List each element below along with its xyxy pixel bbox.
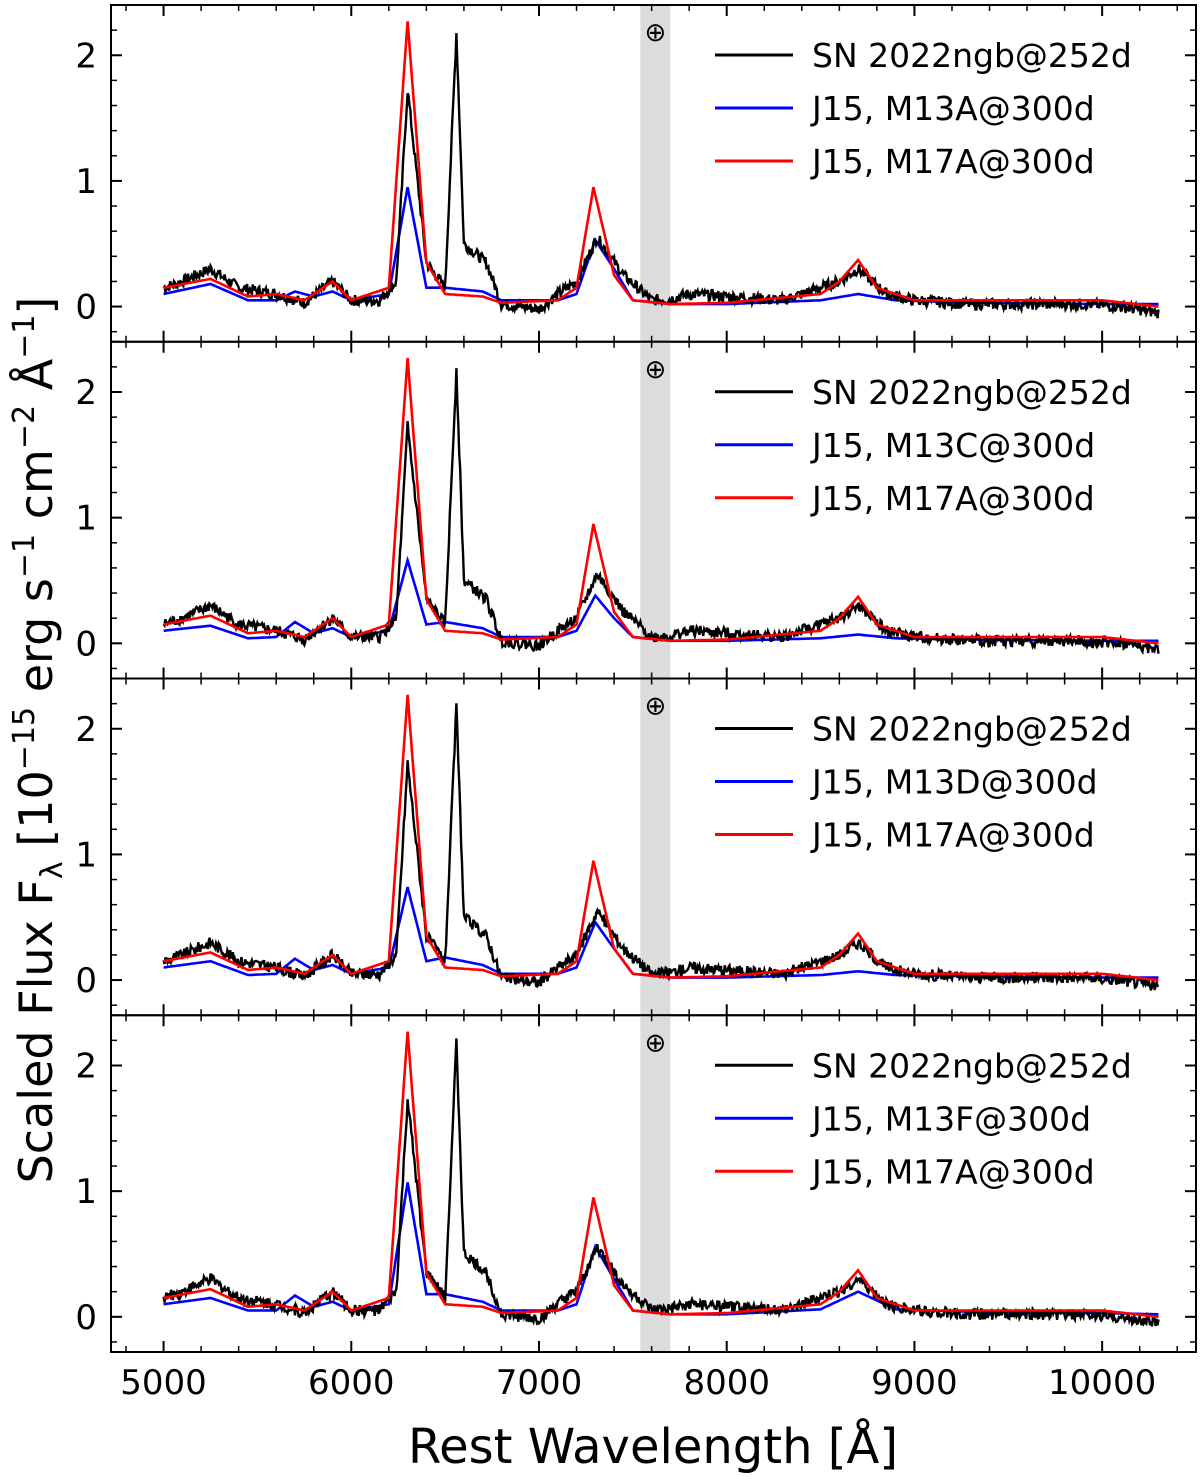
series-group [162,694,1160,991]
panel-frame [110,1014,1197,1353]
y-label-exp-c: −2 [7,405,42,449]
legend: SN 2022ngb@252d J15, M13F@300d J15, M17A@3… [715,1046,1132,1191]
y-label-exp-a: −15 [7,707,42,770]
x-tick-label: 10000 [1048,1363,1156,1403]
series-group [162,21,1160,319]
x-tick-label: 6000 [308,1363,395,1403]
telluric-marker: ⊕ [644,1028,666,1058]
legend-label: J15, M17A@300d [810,479,1095,518]
panel-3: ⊕ 0 1 2 SN 2022ngb@252d J15, M13D@300d J15, M1… [75,677,1197,1017]
y-label-unit-d: Å [9,358,63,405]
y-label-exp-b: −1 [7,534,42,578]
y-tick-label: 0 [75,961,97,1001]
y-axis-label: Scaled Flux Fλ [10−15 erg s−1 cm−2 Å−1] [7,297,70,1184]
telluric-band [640,341,671,679]
series-group [162,1031,1160,1328]
legend-label: SN 2022ngb@252d [812,710,1132,749]
telluric-band [640,678,671,1016]
y-tick-label: 0 [75,624,97,664]
telluric-marker: ⊕ [644,18,666,48]
y-tick-label: 2 [75,373,97,413]
legend-label: J15, M17A@300d [810,1152,1095,1191]
series-model-b-line [163,694,1159,982]
y-tick-label: 0 [75,1298,97,1338]
series-observed-line [162,1038,1160,1328]
x-tick-label: 5000 [120,1363,207,1403]
series-model-b-line [163,1031,1159,1319]
y-tick-label: 2 [75,1047,97,1087]
y-label-sub: λ [35,861,70,879]
legend: SN 2022ngb@252d J15, M13C@300d J15, M17A@3… [715,373,1132,518]
telluric-band [640,5,671,342]
y-label-exp-d: −1 [7,315,42,359]
y-label-unit-e: ] [9,297,63,315]
y-tick-label: 2 [75,710,97,750]
legend-label: J15, M13D@300d [810,763,1098,802]
legend-label: SN 2022ngb@252d [812,373,1132,412]
series-observed-line [162,368,1160,656]
legend-label: J15, M17A@300d [810,142,1095,181]
telluric-marker: ⊕ [644,692,666,722]
panel-4: ⊕ 0 1 2 SN 2022ngb@252d J15, M13F@300d J15, M1… [75,1014,1197,1403]
legend-label: J15, M17A@300d [810,816,1095,855]
x-tick-label: 8000 [683,1363,770,1403]
series-model-b-line [163,21,1159,308]
legend-label: SN 2022ngb@252d [812,1046,1132,1085]
legend: SN 2022ngb@252d J15, M13D@300d J15, M17A@3… [715,710,1132,855]
y-label-main: Scaled Flux F [9,879,63,1183]
y-tick-label: 1 [75,835,97,875]
x-axis-label: Rest Wavelength [Å] [408,1418,898,1475]
y-tick-label: 1 [75,499,97,539]
panel-stack: ⊕ 0 1 2 SN 2022ngb@252d J15, M13A@300d J15, M1… [75,4,1197,1403]
telluric-marker: ⊕ [644,355,666,385]
panel-2: ⊕ 0 1 2 SN 2022ngb@252d J15, M13C@300d J15, M1… [75,340,1197,680]
legend-label: J15, M13A@300d [810,89,1095,128]
legend-label: J15, M13F@300d [810,1099,1091,1138]
panel-1: ⊕ 0 1 2 SN 2022ngb@252d J15, M13A@300d J15, M1… [75,4,1197,343]
series-model-b-line [163,357,1159,645]
x-tick-label: 7000 [496,1363,583,1403]
legend: SN 2022ngb@252d J15, M13A@300d J15, M17A@3… [715,36,1132,181]
series-group [162,357,1160,656]
y-tick-label: 0 [75,288,97,328]
telluric-band [640,1015,671,1352]
y-label-unit-c: cm [9,449,63,534]
y-label-unit-a: [10 [9,770,63,861]
y-tick-label: 2 [75,36,97,76]
x-tick-label: 9000 [871,1363,958,1403]
y-tick-label: 1 [75,1172,97,1212]
y-label-unit-b: erg s [9,578,63,707]
series-observed-line [162,703,1160,991]
legend-label: J15, M13C@300d [810,426,1095,465]
series-observed-line [162,33,1160,319]
legend-label: SN 2022ngb@252d [812,36,1132,75]
y-tick-label: 1 [75,162,97,202]
